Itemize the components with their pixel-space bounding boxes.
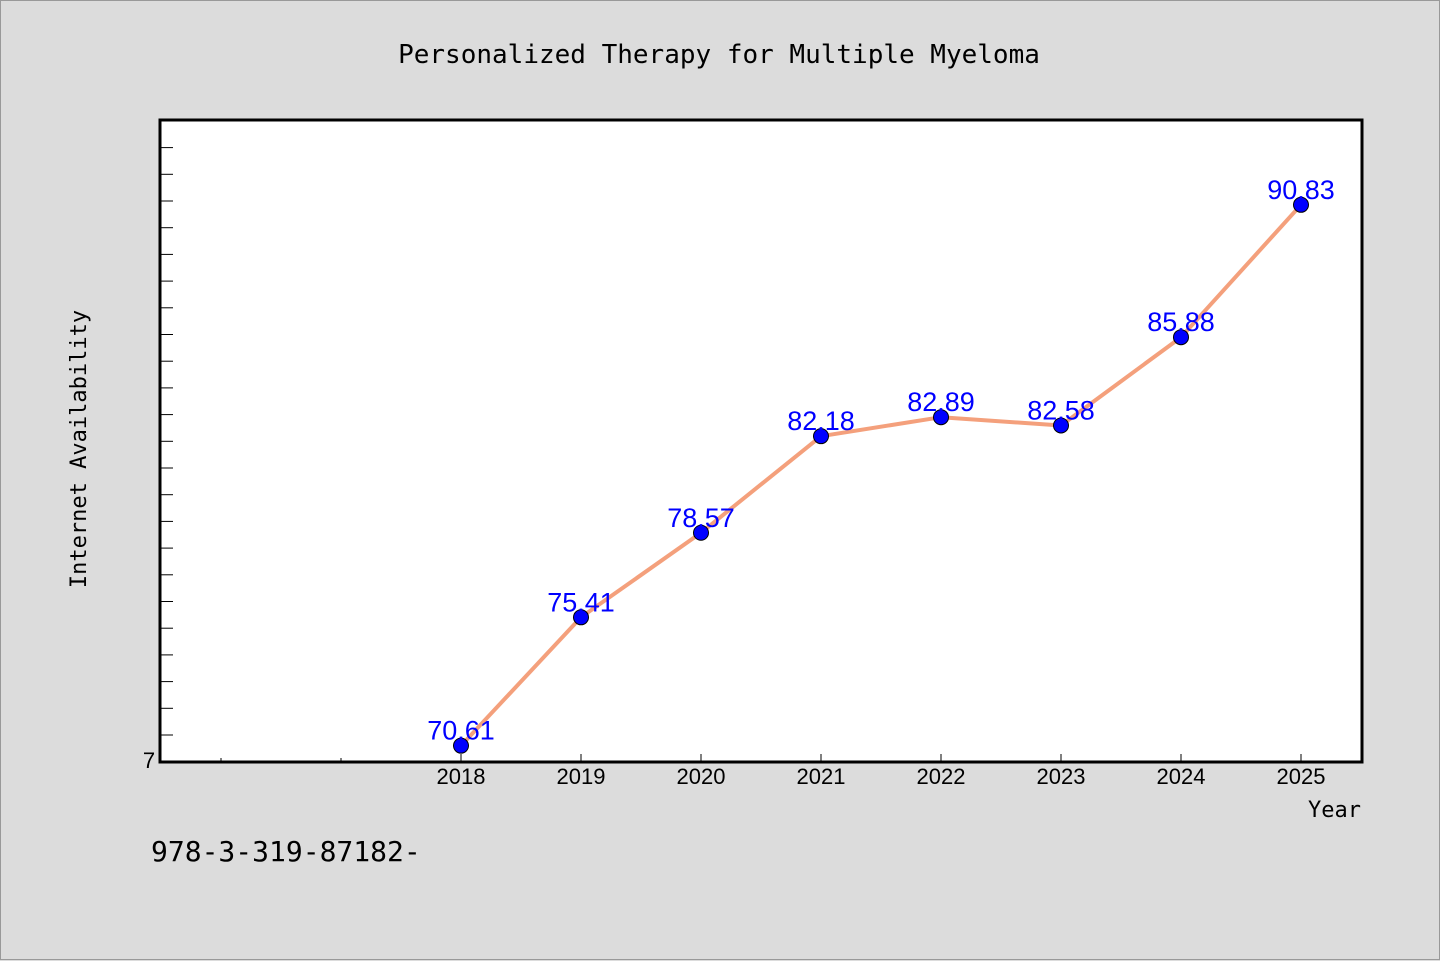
data-label: 85.88 <box>1147 307 1215 337</box>
x-axis-ticks <box>220 754 1302 762</box>
x-axis-label: Year <box>1308 798 1361 823</box>
x-tick-label: 2019 <box>557 764 606 789</box>
series-line <box>459 203 1303 748</box>
x-tick-label: 2021 <box>797 764 846 789</box>
x-tick-label: 2024 <box>1157 764 1206 789</box>
data-point <box>693 524 709 541</box>
data-label: 78.57 <box>667 503 735 533</box>
data-label: 90.83 <box>1267 175 1335 205</box>
footnote: 978-3-319-87182- <box>151 835 421 868</box>
data-point <box>1293 196 1309 213</box>
x-tick-label: 2023 <box>1037 764 1086 789</box>
data-label: 75.41 <box>547 587 615 617</box>
data-point <box>573 609 589 626</box>
x-tick-label: 2022 <box>917 764 966 789</box>
data-label: 82.58 <box>1027 395 1095 425</box>
plot-area <box>158 118 1364 764</box>
x-tick-label: 2020 <box>677 764 726 789</box>
data-point <box>813 428 829 445</box>
data-point <box>1053 417 1069 434</box>
data-point <box>933 409 949 426</box>
series-group: 70.61 75.41 78.57 82.18 82.89 82.58 85.88 90.83 <box>427 175 1335 754</box>
data-label: 82.89 <box>907 387 975 417</box>
chart-title: Personalized Therapy for Multiple Myelom… <box>398 40 1040 70</box>
data-point <box>453 737 469 754</box>
x-tick-label: 2025 <box>1277 764 1326 789</box>
y-axis-label: Internet Availability <box>67 310 92 588</box>
x-tick-label: 2018 <box>437 764 486 789</box>
data-point <box>1173 329 1189 346</box>
y-axis-ticks <box>160 147 173 736</box>
data-label: 82.18 <box>787 406 855 436</box>
data-label: 70.61 <box>427 716 495 746</box>
x-tick-labels: 2018 2019 2020 2021 2022 2023 2024 2025 <box>437 764 1326 789</box>
y-tick-label: 7 <box>143 748 155 773</box>
